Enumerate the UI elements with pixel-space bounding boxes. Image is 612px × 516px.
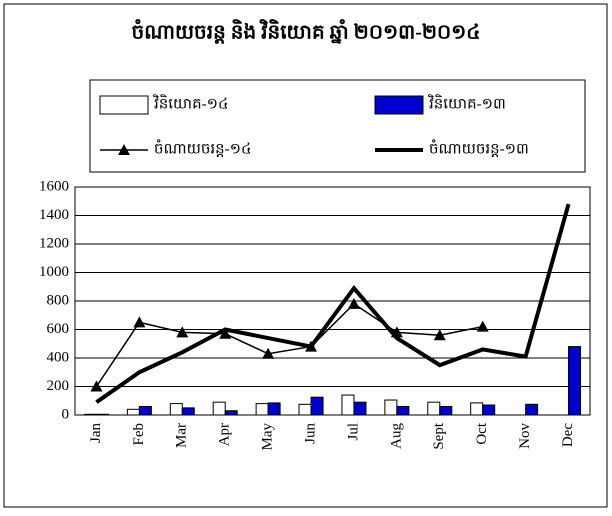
bar: [181, 407, 195, 416]
marker: [176, 326, 189, 338]
bar: [298, 403, 312, 416]
legend-label: ចំណាយចរន្ត-១៤: [154, 138, 252, 157]
x-tick-label: Dec: [560, 423, 576, 447]
bar: [470, 402, 484, 416]
marker: [347, 297, 360, 309]
bar: [224, 410, 238, 416]
bar: [396, 405, 410, 416]
bar: [310, 396, 324, 416]
y-tick-label: 1400: [39, 207, 69, 223]
y-tick-label: 1000: [39, 264, 69, 280]
bar: [138, 405, 152, 416]
legend-marker: [118, 144, 130, 155]
x-tick-label: Nov: [517, 423, 533, 449]
legend-label: ចំណាយចរន្ត-១៣: [429, 138, 529, 157]
y-tick-label: 200: [47, 378, 70, 394]
x-tick-label: Jul: [345, 423, 361, 441]
legend-swatch: [99, 95, 149, 115]
y-tick-label: 0: [62, 406, 70, 422]
x-tick-label: Jan: [88, 423, 104, 443]
marker: [433, 329, 446, 341]
bar: [384, 399, 398, 416]
chart-title: ចំណាយចរន្ត និង វិនិយោគ ឆ្នាំ ២០១៣-២០១៤: [132, 19, 481, 45]
bar: [126, 408, 140, 416]
legend-swatch: [374, 95, 424, 115]
marker: [476, 320, 489, 332]
bar: [482, 404, 496, 416]
y-tick-label: 400: [47, 349, 70, 365]
marker: [90, 380, 103, 392]
bar: [341, 394, 355, 416]
x-tick-label: Oct: [474, 422, 490, 444]
line: [95, 203, 571, 404]
legend-label: វិនិយោគ-១៣: [428, 93, 506, 112]
bar: [83, 413, 97, 416]
x-tick-label: Apr: [217, 423, 233, 446]
y-tick-label: 800: [47, 292, 70, 308]
x-tick-label: Feb: [131, 423, 147, 446]
x-tick-label: Mar: [174, 423, 190, 448]
line: [95, 302, 483, 387]
bar: [95, 413, 109, 416]
legend-label: វិនិយោគ-១៤: [153, 93, 229, 112]
legend-box: [89, 79, 586, 173]
bar: [169, 403, 183, 416]
y-tick-label: 1600: [39, 178, 69, 194]
bar: [212, 401, 226, 416]
x-tick-label: Sept: [431, 422, 447, 450]
y-tick-label: 600: [47, 321, 70, 337]
y-tick-label: 1200: [39, 235, 69, 251]
x-tick-label: May: [260, 423, 276, 451]
marker: [262, 347, 275, 359]
bar: [255, 403, 269, 416]
bar: [427, 401, 441, 416]
bar: [525, 403, 539, 416]
bar: [267, 402, 281, 416]
marker: [133, 316, 146, 328]
bar: [439, 405, 453, 416]
x-tick-label: Aug: [388, 423, 404, 449]
x-tick-label: Jun: [302, 423, 318, 444]
marker: [219, 327, 232, 339]
bar: [353, 401, 367, 416]
bar: [568, 346, 582, 416]
